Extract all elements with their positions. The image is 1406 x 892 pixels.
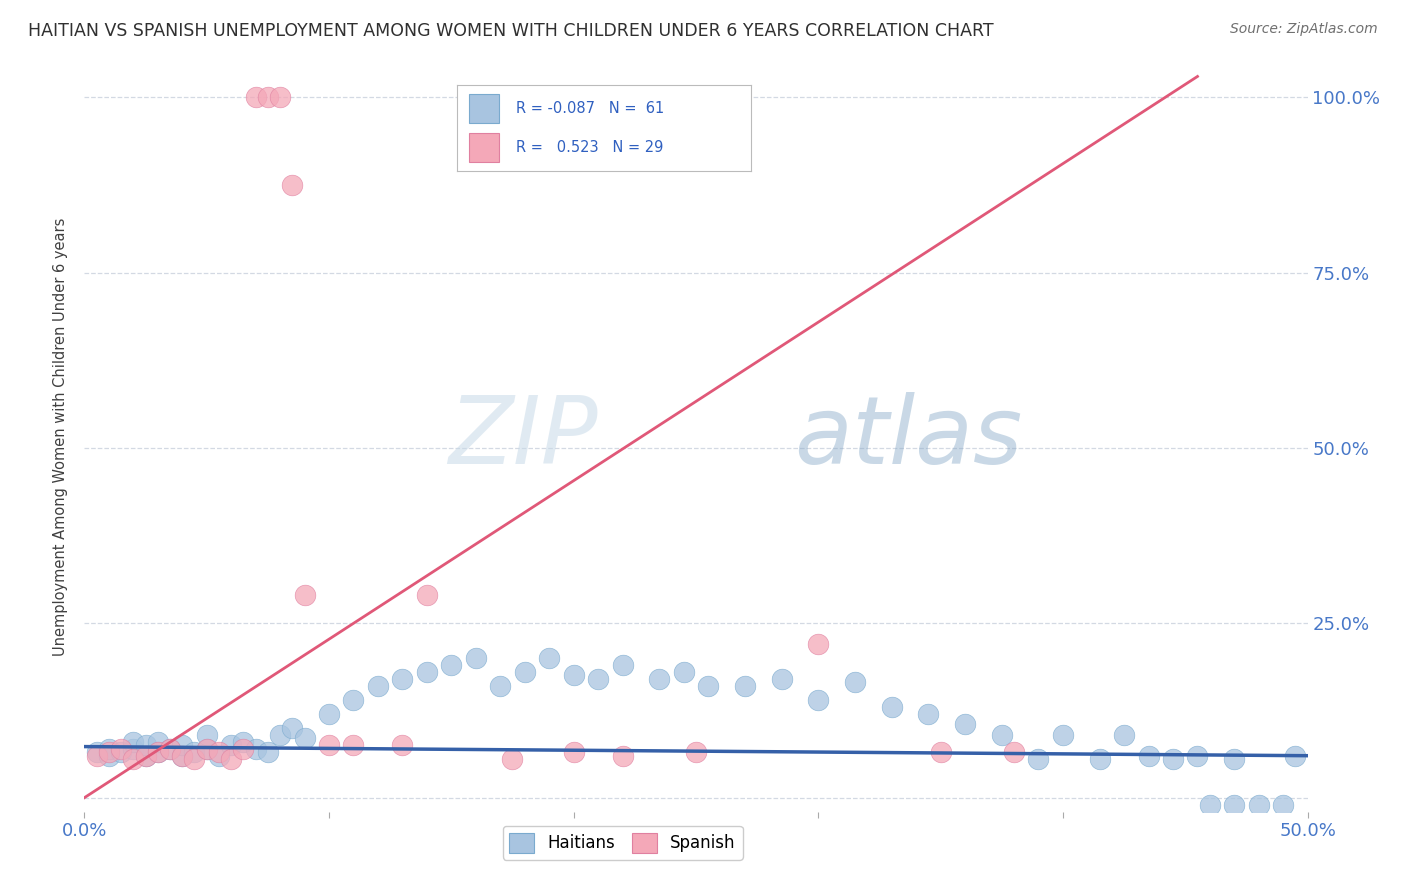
Point (219, 738, 242, 752)
Point (844, 675, 866, 690)
Point (172, 738, 194, 752)
Point (1002, 745, 1025, 759)
Point (281, 721, 304, 735)
Point (183, 745, 205, 759)
Point (135, 748, 157, 763)
Point (172, 748, 194, 763)
Point (245, 90, 267, 104)
Point (172, 748, 194, 763)
Point (110, 741, 132, 756)
Point (685, 745, 707, 759)
Point (807, 637, 830, 651)
Point (416, 588, 439, 602)
Point (257, 90, 280, 104)
Y-axis label: Unemployment Among Women with Children Under 6 years: Unemployment Among Women with Children U… (52, 218, 67, 657)
Point (917, 706, 939, 721)
Point (294, 731, 316, 746)
Point (208, 748, 231, 763)
Point (991, 728, 1014, 742)
Point (1161, 752, 1184, 766)
Point (342, 738, 364, 752)
Point (672, 665, 695, 679)
Point (183, 752, 205, 766)
Point (1223, 752, 1246, 766)
Point (648, 672, 671, 686)
Point (697, 679, 720, 693)
Point (195, 728, 218, 742)
Point (294, 588, 316, 602)
Point (1114, 728, 1136, 742)
Point (232, 734, 254, 748)
Point (586, 672, 609, 686)
Point (208, 745, 231, 759)
Point (1187, 748, 1209, 763)
Point (1247, 797, 1270, 812)
Point (146, 734, 169, 748)
Point (195, 741, 218, 756)
Point (1223, 797, 1246, 812)
Point (391, 738, 413, 752)
Point (110, 745, 132, 759)
Point (135, 738, 157, 752)
Point (513, 665, 536, 679)
Point (734, 679, 756, 693)
Point (97, 745, 120, 759)
Point (464, 650, 486, 665)
Text: HAITIAN VS SPANISH UNEMPLOYMENT AMONG WOMEN WITH CHILDREN UNDER 6 YEARS CORRELAT: HAITIAN VS SPANISH UNEMPLOYMENT AMONG WO… (28, 22, 994, 40)
Point (440, 657, 463, 672)
Point (97, 741, 120, 756)
Point (612, 657, 634, 672)
Point (122, 734, 145, 748)
Text: Source: ZipAtlas.com: Source: ZipAtlas.com (1230, 22, 1378, 37)
Point (318, 738, 340, 752)
Point (159, 741, 181, 756)
Point (122, 752, 145, 766)
Point (318, 706, 340, 721)
Point (391, 672, 413, 686)
Point (245, 741, 267, 756)
Point (1284, 748, 1306, 763)
Point (146, 745, 169, 759)
Point (135, 748, 157, 763)
Point (86, 748, 108, 763)
Point (562, 668, 585, 682)
Text: atlas: atlas (794, 392, 1022, 483)
Point (807, 692, 830, 706)
Point (502, 752, 524, 766)
Point (612, 748, 634, 763)
Point (489, 679, 512, 693)
Point (159, 741, 181, 756)
Point (929, 745, 952, 759)
Point (880, 699, 903, 714)
Point (219, 752, 242, 766)
Point (122, 741, 145, 756)
Legend: Haitians, Spanish: Haitians, Spanish (502, 826, 742, 860)
Point (86, 745, 108, 759)
Point (195, 741, 218, 756)
Text: ZIP: ZIP (449, 392, 598, 483)
Point (1137, 748, 1160, 763)
Point (1198, 797, 1220, 812)
Point (146, 745, 169, 759)
Point (269, 728, 291, 742)
Point (342, 692, 364, 706)
Point (562, 745, 585, 759)
Point (257, 745, 280, 759)
Point (1028, 752, 1050, 766)
Point (1272, 797, 1295, 812)
Point (953, 717, 976, 731)
Point (269, 90, 291, 104)
Point (367, 679, 389, 693)
Point (1052, 728, 1074, 742)
Point (416, 665, 439, 679)
Point (770, 672, 793, 686)
Point (232, 741, 254, 756)
Point (281, 178, 304, 192)
Point (97, 748, 120, 763)
Point (1088, 752, 1111, 766)
Point (538, 650, 561, 665)
